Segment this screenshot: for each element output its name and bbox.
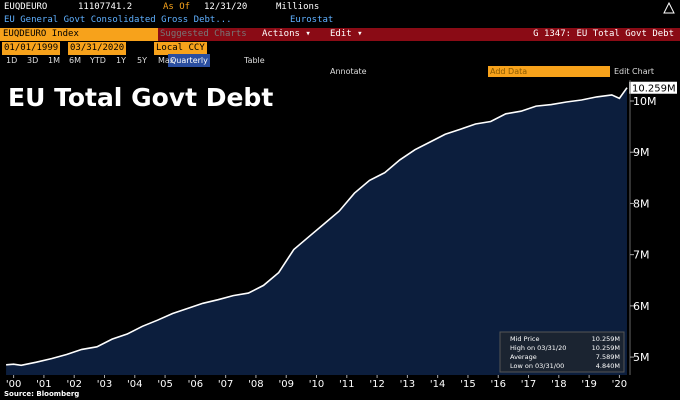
line [6,87,628,367]
actions[interactable]: Actions ▾ [262,29,311,39]
header-row: EUQDEURO 11107741.2 As Of 12/31/20 Milli… [0,1,680,14]
y-tick-label: 9M [633,146,650,159]
x-tick-label: '05 [157,379,172,390]
legend-value: 4.840M [596,362,620,370]
add-data[interactable]: Add Data [488,66,610,77]
y-tick-label: 7M [633,249,650,262]
last-value-box [629,81,677,94]
x-tick-label: '18 [551,379,566,390]
annotate[interactable]: Annotate [330,67,367,76]
edit-chart[interactable]: Edit Chart [614,67,655,76]
x-tick-label: '15 [460,379,475,390]
legend-label: Low on 03/31/00 [510,362,564,370]
x-tick-label: '08 [248,379,263,390]
icon [663,1,675,14]
period-button[interactable]: 1Y [116,56,126,65]
legend-label: Mid Price [510,335,539,343]
units: Millions [276,2,320,12]
y-tick-label: 6M [633,300,650,313]
x-tick-label: '19 [581,379,596,390]
suggested[interactable]: Suggested Charts [160,29,247,39]
period-button[interactable]: Max [158,56,175,65]
x-tick-label: '14 [430,379,445,390]
x-tick-label: '04 [127,379,142,390]
ticker: EUQDEURO [4,2,48,12]
as-of-label: As Of [163,2,191,12]
legend-value: 10.259M [592,335,620,343]
chart-title: EU Total Govt Debt [8,83,273,112]
last: 11107741.2 [78,2,133,12]
edit-row: Annotate Add Data Edit Chart [0,66,680,77]
area [6,87,628,375]
description: EU General Govt Consolidated Gross Debt.… [4,15,232,25]
x-tick-label: '10 [309,379,324,390]
chart-id: G 1347: EU Total Govt Debt [533,29,674,39]
period-button[interactable]: 6M [69,56,81,65]
x-tick-label: '13 [400,379,415,390]
period-button[interactable]: 1D [6,56,18,65]
currency[interactable]: Local CCY [154,42,207,55]
x-tick-label: '03 [97,379,112,390]
x-tick-label: '09 [278,379,293,390]
x-tick-label: '07 [218,379,233,390]
x-tick-label: '20 [612,379,627,390]
x-tick-label: '17 [521,379,536,390]
legend-label: Average [510,353,537,361]
y-tick-label: 5M [633,351,650,364]
source-name: Eurostat [290,15,334,25]
security[interactable]: EUQDEURO Index [0,28,158,41]
x-tick-label: '16 [491,379,506,390]
source: Source: Bloomberg [4,390,79,398]
edit[interactable]: Edit ▾ [330,29,363,39]
desc-row: EU General Govt Consolidated Gross Debt.… [0,14,680,27]
start-date[interactable]: 01/01/1999 [2,42,61,55]
period-button[interactable]: 1M [48,56,60,65]
legend-box [499,331,625,373]
period-button[interactable]: YTD [90,56,106,65]
legend-value: 10.259M [592,344,620,352]
period-button[interactable]: 5Y [137,56,147,65]
end-date[interactable]: 03/31/2020 [68,42,127,55]
legend-label: High on 03/31/20 [510,344,566,352]
y-tick-label: 8M [633,197,650,210]
period-row: Quarterly Table 1D 3D 1M 6M YTD 1Y 5Y Max [0,54,680,67]
frequency[interactable]: Quarterly [168,54,210,67]
legend-value: 7.589M [596,353,620,361]
x-tick-label: '06 [188,379,203,390]
x-tick-label: '11 [339,379,354,390]
x-tick-label: '02 [66,379,81,390]
y-tick-label: 10M [633,95,657,108]
table[interactable]: Table [244,56,265,65]
x-tick-label: '12 [369,379,384,390]
date-row: 01/01/1999 03/31/2020 Local CCY [0,42,680,55]
x-tick-label: '00 [6,379,21,390]
as-of: 12/31/20 [204,2,248,12]
x-tick-label: '01 [36,379,51,390]
toolbar: EUQDEURO Index Suggested Charts Actions … [0,28,680,41]
period-button[interactable]: 3D [27,56,39,65]
last-value-label: 10.259M [632,84,676,95]
